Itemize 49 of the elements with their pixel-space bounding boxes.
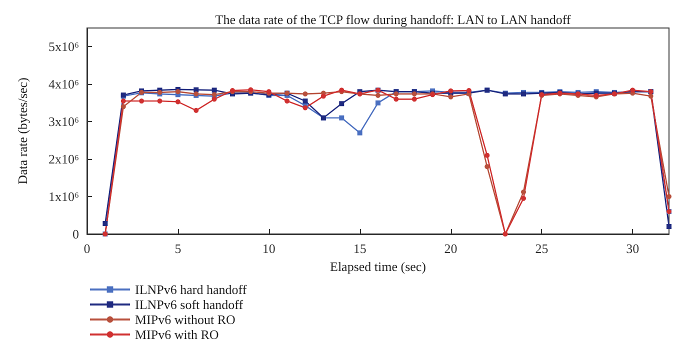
legend-label: MIPv6 without RO [135, 312, 236, 327]
legend-label: ILNPv6 soft handoff [135, 297, 244, 312]
legend-label: MIPv6 with RO [135, 327, 219, 342]
y-tick-label: 5x10⁶ [48, 39, 79, 54]
point [302, 98, 308, 104]
point [212, 88, 217, 93]
point [194, 108, 199, 113]
y-tick-label: 2x10⁶ [48, 152, 79, 167]
point [284, 98, 290, 104]
x-axis-title: Elapsed time (sec) [330, 259, 426, 274]
point [139, 98, 144, 104]
point [448, 94, 454, 100]
y-axis-title: Data rate (bytes/sec) [15, 78, 30, 184]
point [394, 96, 399, 102]
chart-title: The data rate of the TCP flow during handoff: LAN to LAN handoff [215, 12, 572, 27]
x-tick-label: 30 [626, 241, 640, 256]
point [648, 94, 654, 99]
point [376, 100, 380, 106]
point [412, 96, 417, 102]
point [320, 94, 326, 99]
point [102, 221, 108, 226]
x-tick-label: 10 [262, 241, 276, 256]
x-tick-label: 0 [84, 241, 90, 256]
x-tick-label: 25 [535, 241, 548, 256]
point [484, 152, 490, 158]
point [120, 98, 126, 104]
legend-label: ILNPv6 hard handoff [135, 282, 248, 297]
point [376, 92, 380, 98]
x-tick-label: 15 [353, 241, 366, 256]
point [212, 96, 217, 102]
point [484, 164, 490, 170]
point [175, 99, 180, 104]
x-tick-label: 5 [174, 241, 182, 256]
point [157, 98, 162, 104]
y-tick-label: 3x10⁶ [48, 114, 79, 130]
point [339, 115, 344, 120]
point [120, 104, 126, 110]
y-tick-label: 4x10⁶ [48, 76, 79, 92]
point [521, 190, 526, 195]
point [339, 101, 344, 106]
y-tick-label: 1x10⁶ [48, 189, 79, 204]
point [302, 91, 308, 96]
x-tick-label: 20 [444, 241, 458, 256]
point [175, 89, 180, 94]
point [357, 130, 362, 136]
point [666, 224, 672, 230]
point [666, 194, 672, 200]
point [521, 196, 526, 201]
y-tick-label: 0 [72, 226, 79, 242]
